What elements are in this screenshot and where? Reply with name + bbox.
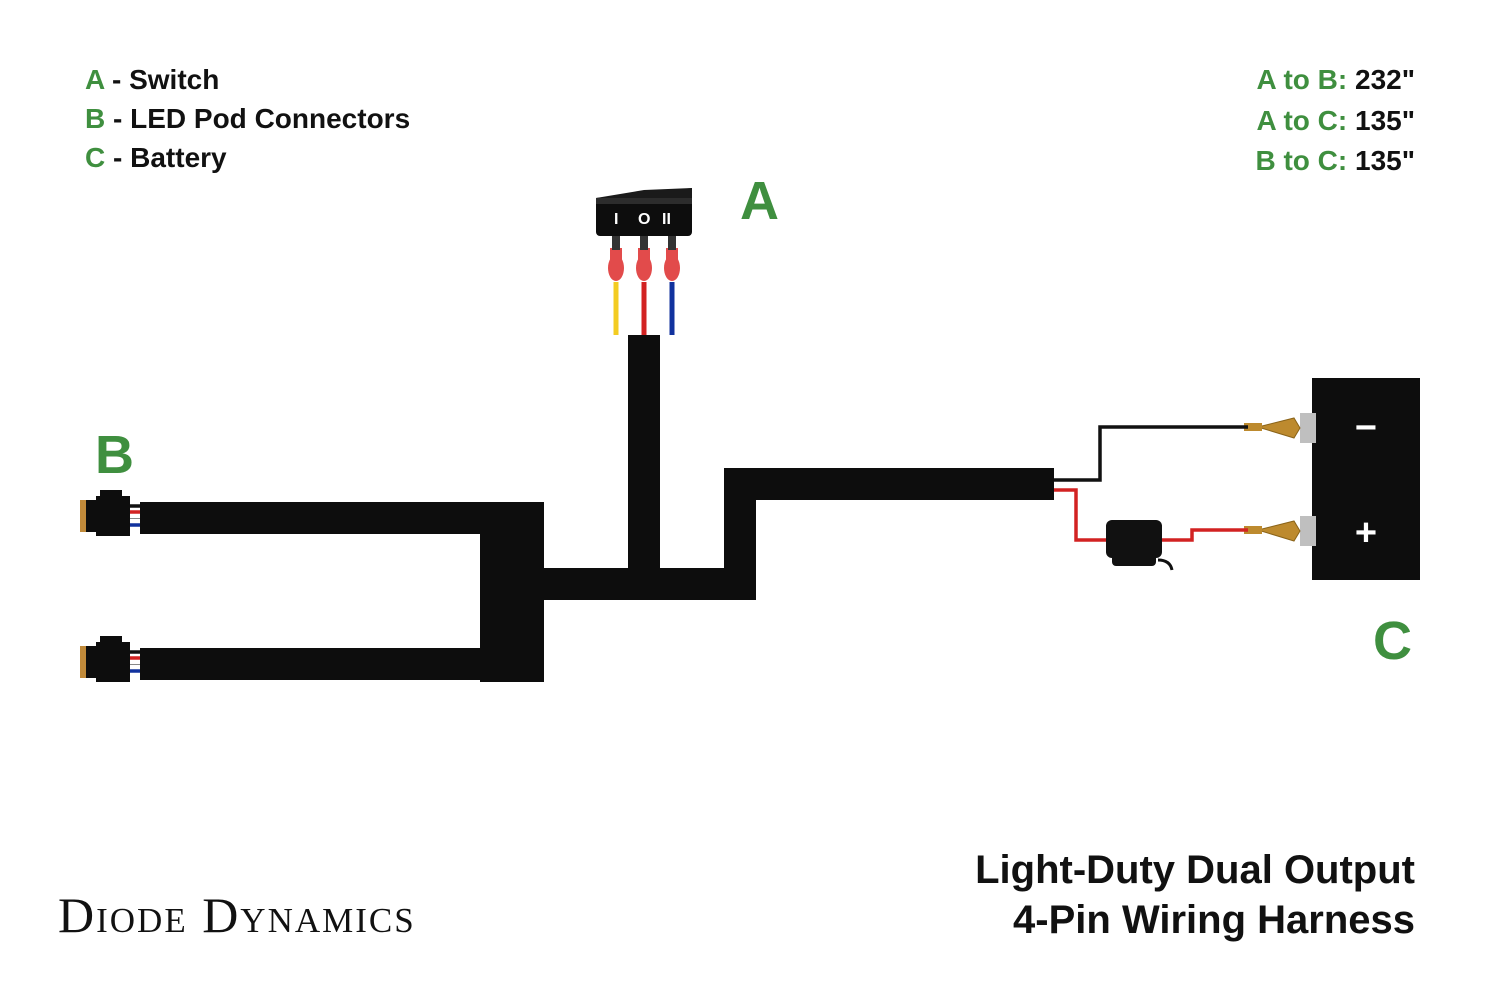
svg-text:−: − xyxy=(1355,407,1377,449)
cable-trunk xyxy=(140,648,544,680)
cable-trunk xyxy=(724,468,1054,500)
title-line-2: 4-Pin Wiring Harness xyxy=(975,895,1415,945)
title-line-1: Light-Duty Dual Output xyxy=(975,845,1415,895)
svg-text:O: O xyxy=(638,211,650,228)
spade-pos xyxy=(1244,521,1300,541)
switch-assembly: I O II xyxy=(596,188,692,335)
svg-text:II: II xyxy=(662,211,671,228)
led-connector-upper xyxy=(80,490,176,536)
battery-assembly: − + xyxy=(1054,378,1420,580)
brand-logo-text: Diode Dynamics xyxy=(58,886,416,944)
led-connector-lower xyxy=(80,636,176,682)
product-title: Light-Duty Dual Output 4-Pin Wiring Harn… xyxy=(975,845,1415,945)
svg-text:I: I xyxy=(614,211,618,228)
cable-trunk xyxy=(628,335,660,595)
spade-neg xyxy=(1244,418,1300,438)
svg-text:+: + xyxy=(1355,512,1377,554)
cable-trunk xyxy=(140,502,544,534)
fuse-holder xyxy=(1106,520,1172,570)
